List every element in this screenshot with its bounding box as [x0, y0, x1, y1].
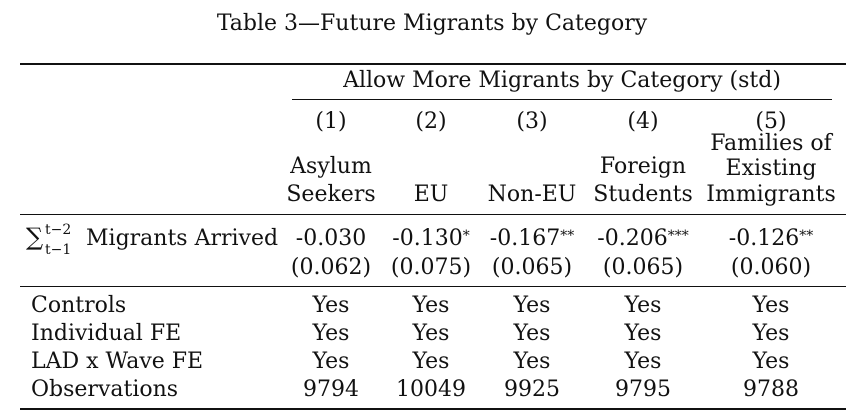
column-number: (1) [315, 109, 347, 134]
standard-error-cell: (0.075) [390, 255, 472, 280]
row-label: Individual FE [31, 321, 182, 346]
row-label: Controls [31, 293, 127, 318]
table-cell: Yes [513, 293, 551, 318]
coef-value: -0.030 [295, 226, 367, 251]
table-cell: Yes [752, 293, 790, 318]
column-label: Seekers [286, 182, 376, 207]
significance-stars: * [462, 228, 470, 244]
table-cell: Yes [412, 349, 450, 374]
significance-stars: *** [667, 228, 689, 244]
column-label: Immigrants [706, 182, 836, 207]
column-label: Existing [725, 156, 817, 181]
top-rule [20, 63, 846, 65]
column-number: (3) [516, 109, 548, 134]
body-rule [20, 286, 846, 287]
table-cell: Yes [624, 293, 662, 318]
coefficient-cell: -0.130* [392, 226, 469, 252]
column-label: Asylum [290, 154, 372, 179]
table-cell: Yes [752, 349, 790, 374]
table-cell: 9788 [743, 377, 799, 402]
table-cell: 10049 [396, 377, 466, 402]
standard-error-cell: (0.065) [491, 255, 573, 280]
table-cell: Yes [624, 349, 662, 374]
coefficient-cell: -0.167** [490, 226, 574, 252]
coefficient-cell: -0.126** [729, 226, 813, 252]
table-cell: Yes [412, 293, 450, 318]
table-cell: Yes [624, 321, 662, 346]
coef-value: -0.126 [728, 226, 800, 251]
standard-error-cell: (0.065) [602, 255, 684, 280]
coefficient-cell: -0.206*** [597, 226, 688, 252]
column-number: (4) [627, 109, 659, 134]
table-cell: Yes [312, 349, 350, 374]
coef-value: -0.130 [392, 226, 463, 251]
column-number: (5) [755, 109, 787, 134]
group-header: Allow More Migrants by Category (std) [343, 68, 781, 93]
significance-stars: ** [560, 228, 575, 244]
bottom-rule [20, 408, 846, 410]
coefficient-cell: -0.030 [296, 226, 366, 252]
row-label: LAD x Wave FE [31, 349, 204, 374]
column-label: Students [593, 182, 693, 207]
coef-value: -0.206 [597, 226, 668, 251]
table-cell: Yes [412, 321, 450, 346]
group-header-rule [292, 99, 832, 100]
header-rule [20, 214, 846, 215]
table-cell: 9794 [303, 377, 359, 402]
column-label: EU [413, 182, 449, 207]
table-cell: Yes [513, 349, 551, 374]
significance-stars: ** [799, 228, 814, 244]
table-cell: Yes [312, 321, 350, 346]
table-cell: 9795 [615, 377, 671, 402]
table-cell: 9925 [504, 377, 560, 402]
table-cell: Yes [752, 321, 790, 346]
column-label: Non-EU [487, 182, 577, 207]
row-label: Observations [31, 377, 179, 402]
sum-lower-limit: t−1 [45, 242, 72, 258]
sum-upper-limit: t−2 [45, 222, 72, 238]
main-row-text: Migrants Arrived [86, 226, 279, 251]
main-row-label: ∑ [26, 224, 43, 252]
table-cell: Yes [513, 321, 551, 346]
coef-value: -0.167 [489, 226, 561, 251]
table-caption: Table 3—Future Migrants by Category [216, 11, 648, 36]
summation-symbol: ∑ [26, 223, 44, 251]
table-cell: Yes [312, 293, 350, 318]
standard-error-cell: (0.060) [730, 255, 812, 280]
standard-error-cell: (0.062) [290, 255, 372, 280]
column-label: Families of [710, 131, 832, 156]
column-label: Foreign [599, 154, 687, 179]
column-number: (2) [415, 109, 447, 134]
